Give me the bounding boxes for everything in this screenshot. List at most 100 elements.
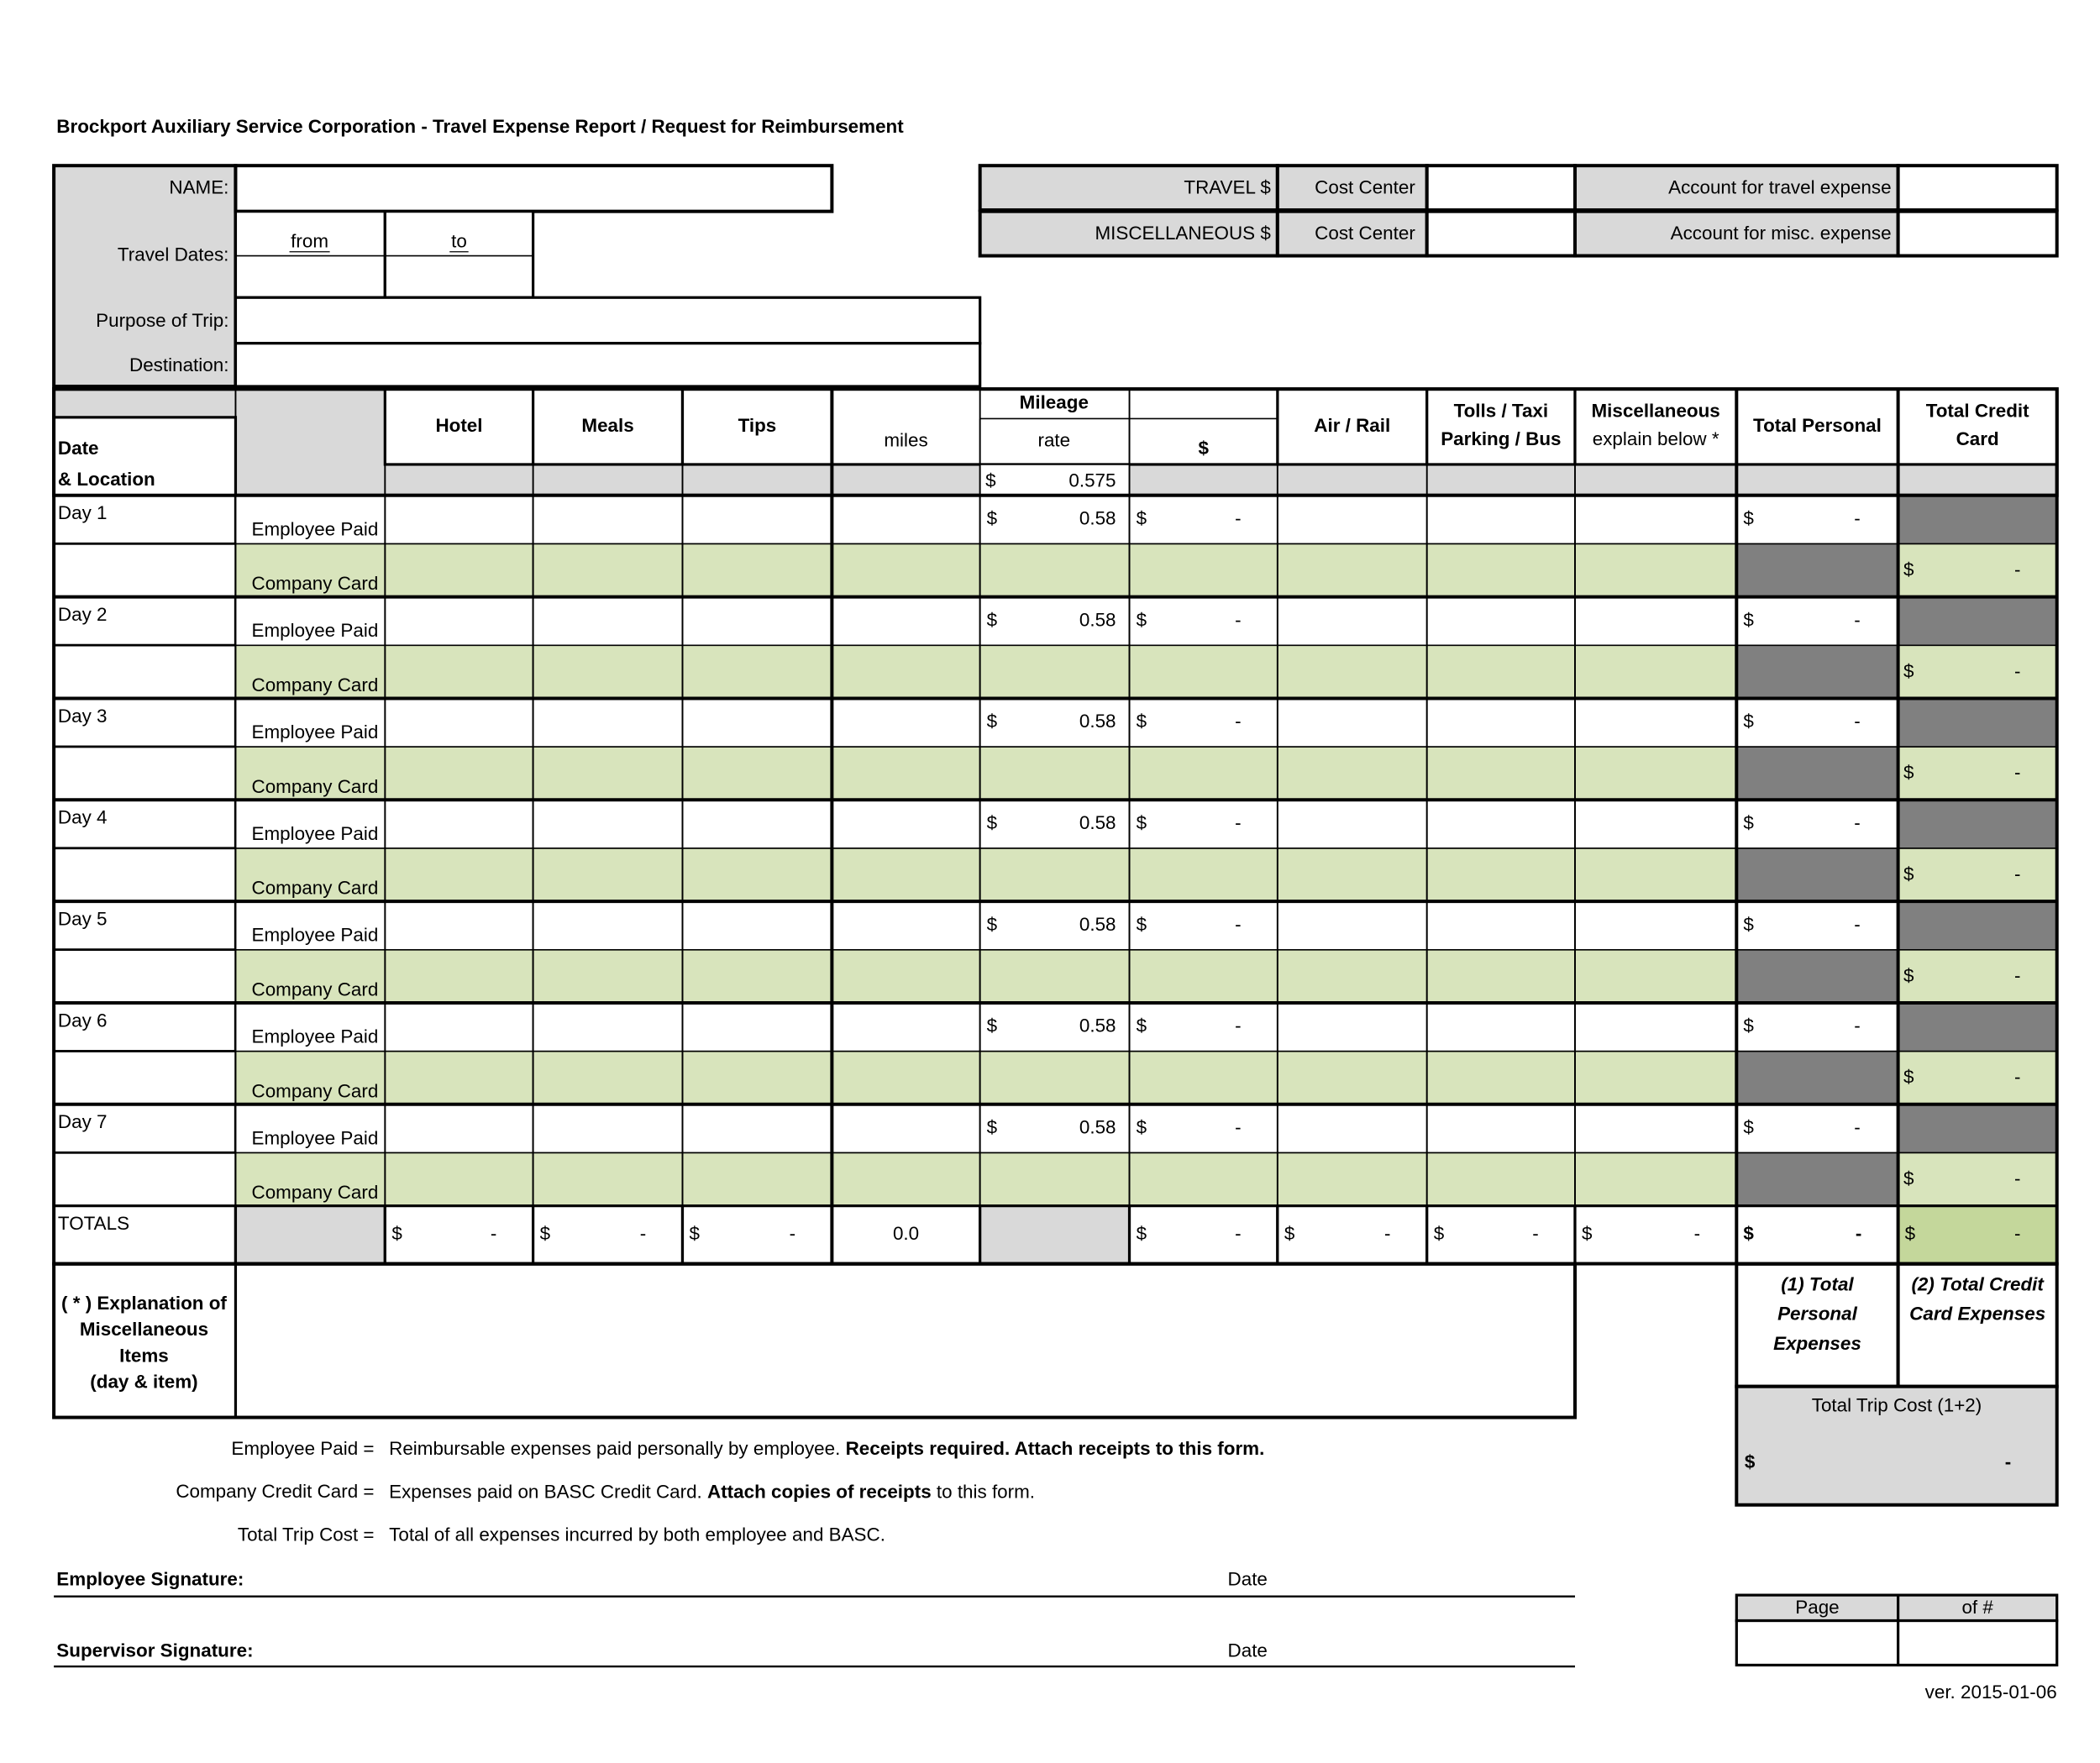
legend-segment: Attach copies of receipts (707, 1481, 932, 1502)
entry-cell (532, 900, 684, 951)
entry-cell (1277, 1002, 1428, 1052)
entry-cell (532, 495, 684, 545)
label: $ (1743, 812, 1754, 833)
cost-center-field (1425, 209, 1578, 258)
totals-cell (680, 1204, 833, 1266)
total-currency: $ (690, 1223, 701, 1244)
entry-cell (1574, 1104, 1738, 1154)
label: - (1235, 1117, 1241, 1138)
entry-cell (831, 1002, 981, 1052)
credit-total-cell (1897, 1152, 2058, 1207)
label: $ (1903, 660, 1914, 681)
column-header-cell (1276, 387, 1429, 466)
label: Company Card (252, 1080, 379, 1101)
column-header: miles (884, 430, 927, 451)
card-entry-cell (1277, 1050, 1428, 1105)
card-entry-cell (831, 1152, 981, 1207)
summary-cell (1735, 1262, 1900, 1388)
label: Account for travel expense (1668, 176, 1891, 197)
label: $ (1745, 1451, 1756, 1472)
entry-cell (1277, 596, 1428, 647)
card-entry-cell (532, 847, 684, 902)
card-entry-cell (1574, 746, 1738, 801)
card-entry-cell (384, 1050, 534, 1105)
entry-cell (384, 1002, 534, 1052)
label: - (2014, 863, 2020, 884)
column-header: Hotel (435, 415, 482, 436)
entry-cell (532, 697, 684, 748)
entry-cell (1128, 799, 1278, 849)
purpose-field (234, 296, 982, 345)
card-entry-cell (1425, 644, 1576, 700)
label: $ (987, 508, 998, 529)
legend-term: Total Trip Cost = (238, 1524, 375, 1545)
totals-cell (1276, 1204, 1429, 1266)
label: $ (1743, 1015, 1754, 1036)
card-entry-cell (1425, 1152, 1576, 1207)
card-entry-cell (1128, 644, 1278, 700)
legend-description: Expenses paid on BASC Credit Card. Attac… (389, 1481, 1035, 1502)
trip-total-box (1735, 1384, 2059, 1507)
entry-cell (1277, 900, 1428, 951)
label: - (1235, 711, 1241, 732)
label: $ (987, 1015, 998, 1036)
label: $ (1903, 965, 1914, 986)
card-entry-cell (384, 847, 534, 902)
label: $ (987, 914, 998, 935)
card-entry-cell (1425, 746, 1576, 801)
day-cell (52, 696, 238, 748)
title: Brockport Auxiliary Service Corporation … (56, 116, 904, 137)
entry-cell (1425, 596, 1576, 647)
entry-cell (384, 900, 534, 951)
personal-total-cell (1735, 596, 1899, 647)
label: Employee Signature: (56, 1568, 244, 1589)
entry-cell (1128, 596, 1278, 647)
label: Company Card (252, 1182, 379, 1203)
totals-cell (830, 1204, 982, 1266)
account-field (1896, 209, 2059, 258)
label: $ (1903, 863, 1914, 884)
card-entry-cell (979, 644, 1131, 700)
card-entry-cell (1128, 847, 1278, 902)
label: - (1854, 1117, 1860, 1138)
label: - (2014, 965, 2020, 986)
column-header: Mileage (1020, 392, 1089, 413)
entry-cell (1128, 697, 1278, 748)
entry-cell (1128, 900, 1278, 951)
card-entry-cell (1277, 1152, 1428, 1207)
account-label-cell (1572, 209, 1900, 258)
account-label-cell (978, 164, 1279, 213)
entry-cell (532, 799, 684, 849)
credit-total-cell (1897, 746, 2058, 801)
card-entry-cell (1277, 847, 1428, 902)
card-entry-cell (1128, 949, 1278, 1004)
label: Cost Center (1315, 223, 1415, 244)
entry-cell (1574, 900, 1738, 951)
label: $ (1137, 711, 1147, 732)
legend-segment: Total of all expenses incurred by both e… (389, 1524, 885, 1545)
label: 0.58 (1079, 508, 1116, 529)
entry-cell (831, 799, 981, 849)
date-from-field (234, 210, 386, 299)
label: Cost Center (1315, 176, 1415, 197)
total-currency: $ (1137, 1223, 1147, 1244)
entry-cell (681, 495, 833, 545)
explanation-box (52, 1262, 1578, 1419)
total-currency: $ (1284, 1223, 1295, 1244)
label: - (1854, 508, 1860, 529)
label: $ (985, 470, 996, 491)
column-header: Tips (738, 415, 777, 436)
blocked-cell (1735, 1152, 1899, 1207)
card-entry-cell (384, 644, 534, 700)
day-label: Day 5 (58, 908, 108, 929)
label: - (1235, 914, 1241, 935)
label: Employee Paid (252, 1026, 379, 1047)
column-header: Parking / Bus (1441, 428, 1561, 449)
entry-cell (1128, 1104, 1278, 1154)
label: $ (1903, 1067, 1914, 1088)
entry-cell (831, 697, 981, 748)
day-label: Day 6 (58, 1010, 108, 1031)
blocked-cell (1735, 746, 1899, 801)
day-label: Day 1 (58, 502, 108, 523)
column-header: Tolls / Taxi (1454, 400, 1549, 421)
